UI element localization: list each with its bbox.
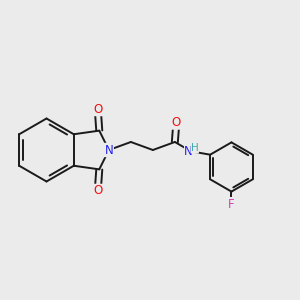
Text: O: O — [172, 116, 181, 129]
Text: F: F — [228, 198, 235, 211]
Text: H: H — [191, 143, 199, 153]
Text: N: N — [184, 146, 193, 158]
Text: O: O — [93, 184, 102, 197]
Text: N: N — [104, 143, 113, 157]
Text: O: O — [93, 103, 102, 116]
